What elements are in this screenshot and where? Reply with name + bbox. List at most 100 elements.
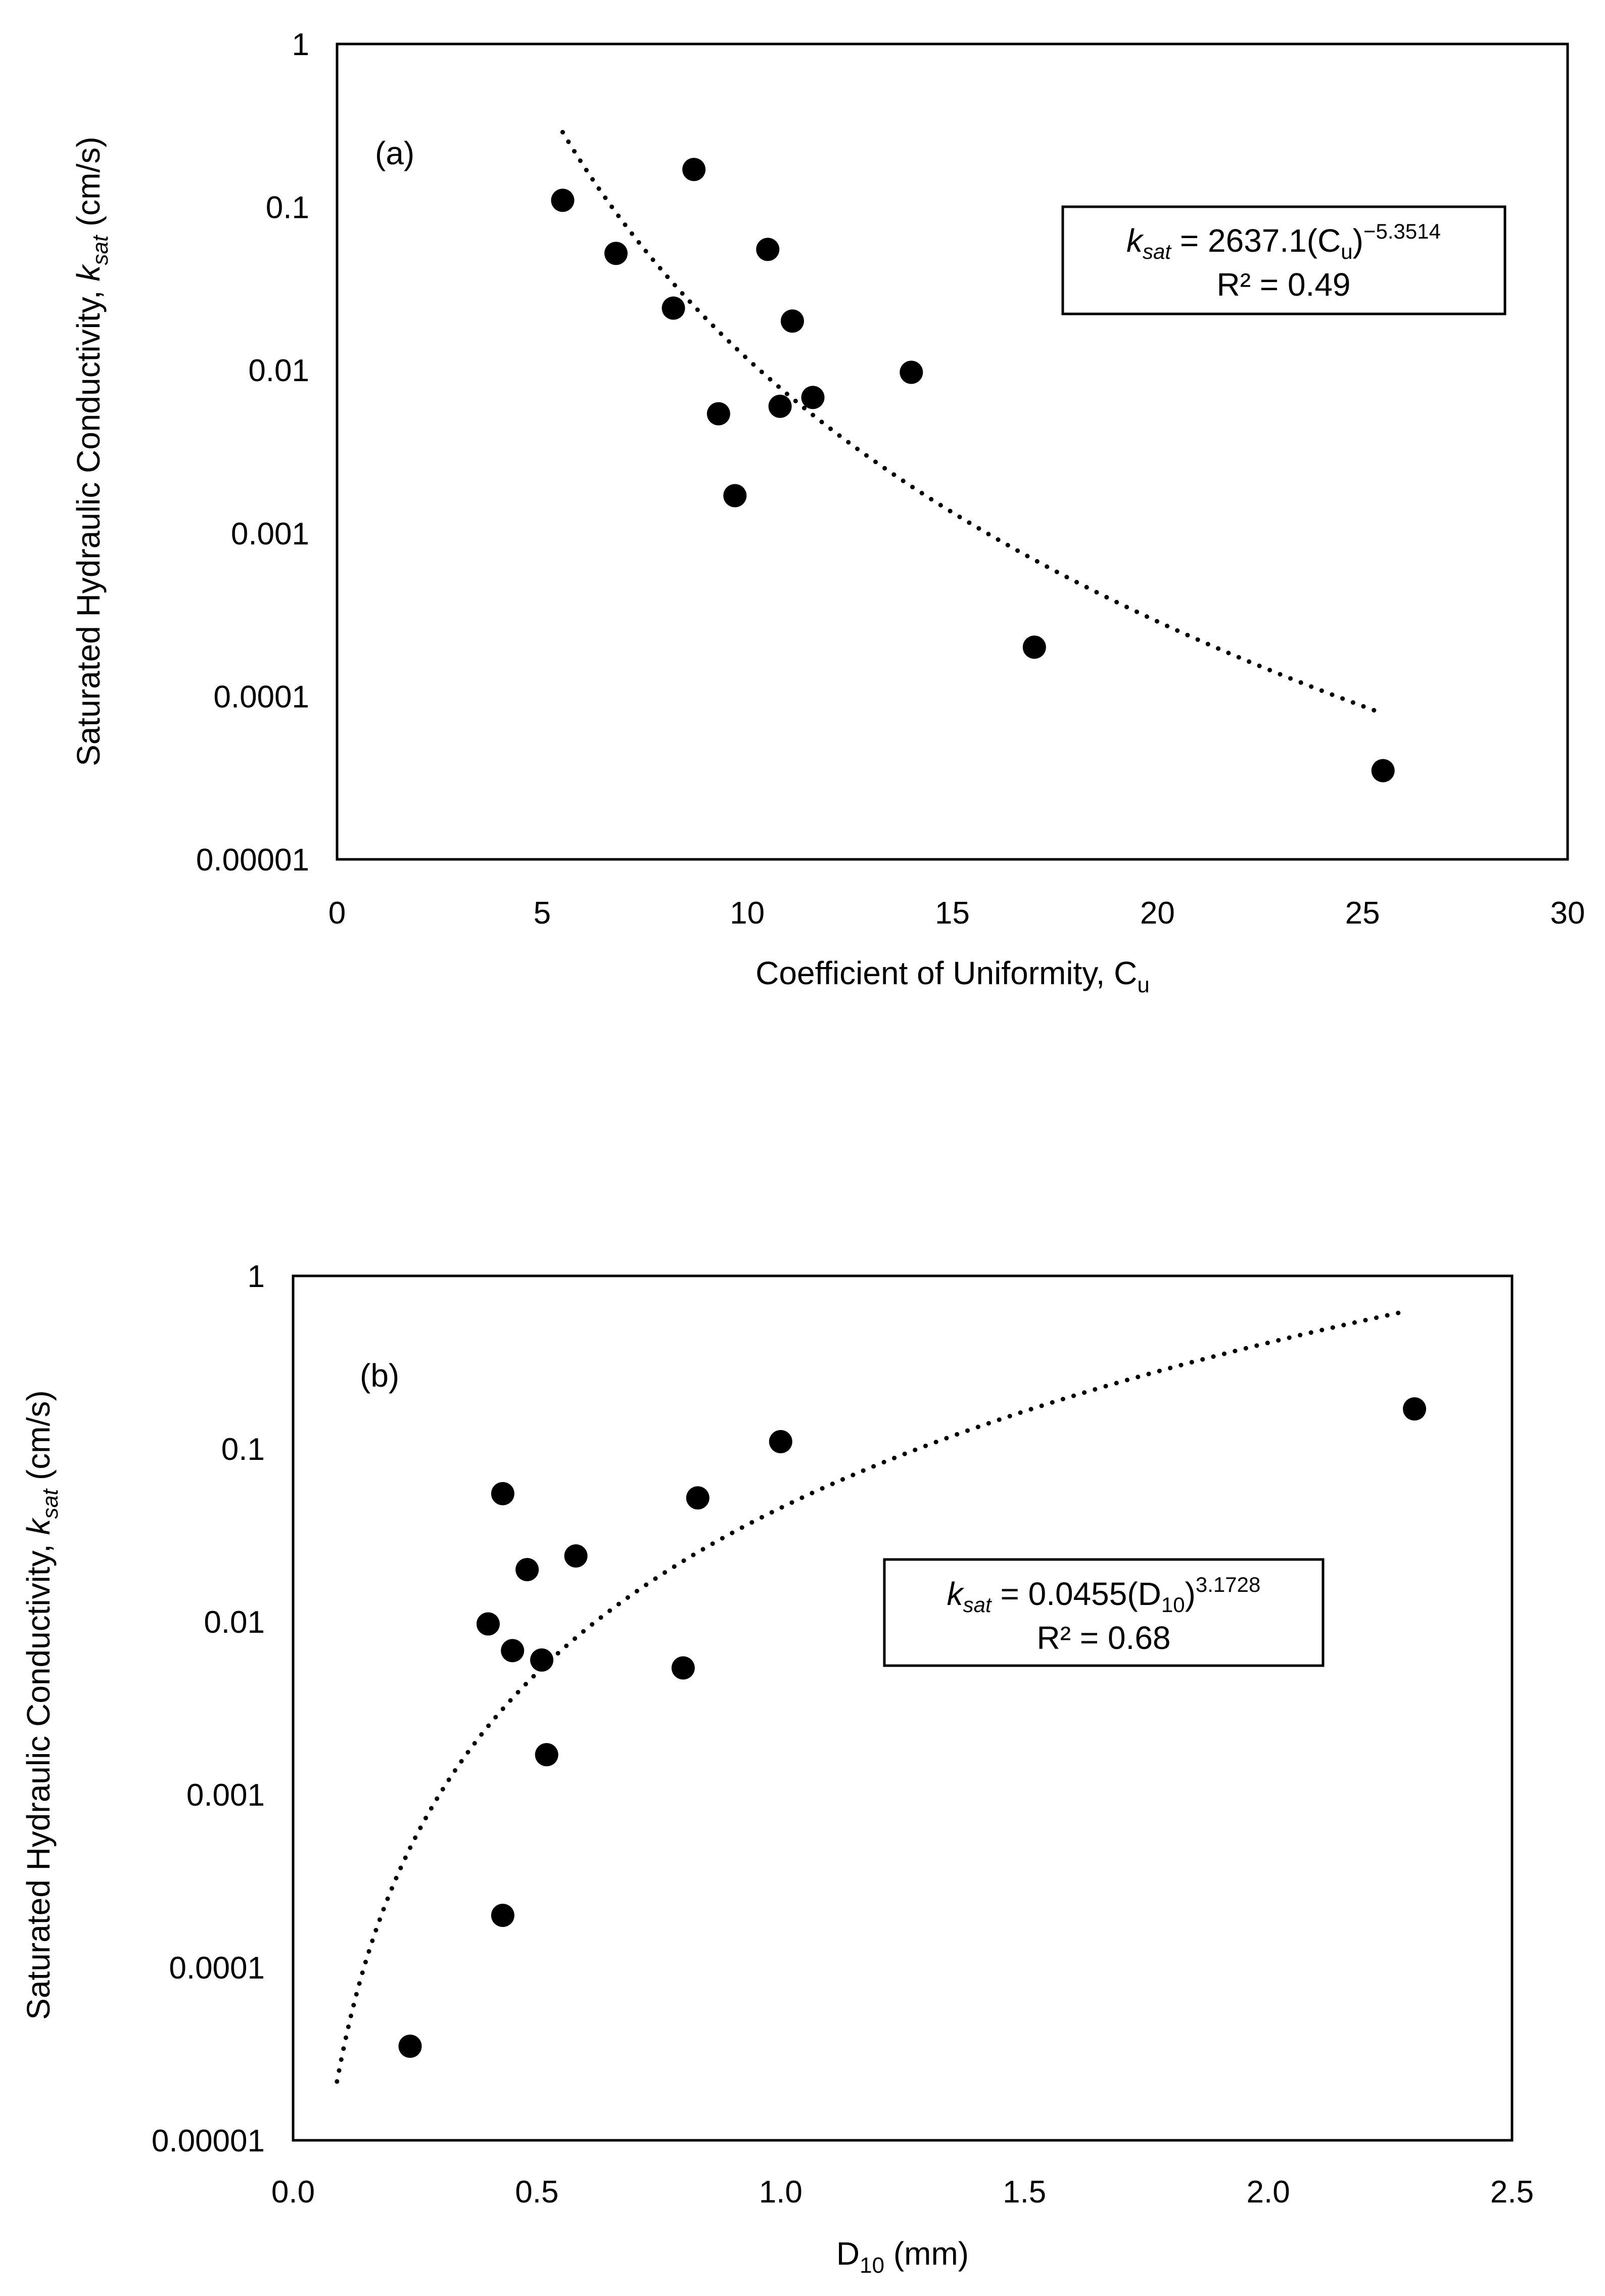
chart-b-eq-rhs-sub: 10 xyxy=(1161,1593,1185,1617)
chart-a-eq-rhs: = 2637.1(C xyxy=(1171,222,1341,259)
chart-b-trendline xyxy=(335,1310,1402,2084)
chart-b-eq-k-sub: sat xyxy=(963,1593,993,1617)
chart-a-data-point xyxy=(662,296,685,320)
chart-a-data-point xyxy=(1371,759,1395,783)
chart-b-data-point xyxy=(564,1544,588,1568)
chart-b-x-tick-label: 2.5 xyxy=(1490,2175,1534,2210)
chart-a-data-point xyxy=(551,189,575,212)
chart-b-data-point xyxy=(671,1656,695,1680)
chart-b-data-point xyxy=(535,1743,558,1767)
chart-b-equation-frame xyxy=(883,1558,1325,1667)
chart-b-data-point xyxy=(398,2034,422,2058)
chart-a-x-axis-title-sub: u xyxy=(1137,973,1149,997)
chart-a-x-tick-label: 30 xyxy=(1550,896,1585,931)
chart-b-data-point xyxy=(1403,1397,1427,1421)
chart-b-equation: ksat = 0.0455(D10)3.1728 xyxy=(947,1573,1261,1617)
chart-b-y-tick-label: 1 xyxy=(248,1259,265,1294)
chart-b-x-tick-label: 0.5 xyxy=(515,2175,558,2210)
chart-b-x-tick-labels: 0.0 0.5 1.0 1.5 2.0 2.5 xyxy=(271,2175,1534,2210)
chart-a-y-axis-title-unit: (cm/s) xyxy=(70,136,107,236)
chart-b-y-tick-label: 0.001 xyxy=(186,1778,265,1813)
chart-a-data-point xyxy=(706,402,730,426)
chart-b-x-axis-title-sub: 10 xyxy=(860,2253,884,2278)
chart-b-x-tick-label: 0.0 xyxy=(271,2175,315,2210)
chart-b-eq-exponent: 3.1728 xyxy=(1196,1573,1260,1596)
chart-a-y-tick-label: 0.1 xyxy=(266,191,309,225)
chart-b-y-tick-label: 0.0001 xyxy=(169,1951,265,1986)
chart-a-data-point xyxy=(801,386,825,409)
chart-b-data-point xyxy=(491,1904,514,1927)
chart-b-x-axis-title-main: D xyxy=(836,2235,860,2272)
chart-b-eq-k: k xyxy=(947,1576,965,1612)
chart-a-equation: ksat = 2637.1(Cu)−5.3514 xyxy=(1126,219,1441,263)
chart-b-data-point xyxy=(530,1648,554,1672)
chart-b-y-tick-label: 0.01 xyxy=(204,1605,265,1640)
chart-b-x-tick-label: 2.0 xyxy=(1246,2175,1290,2210)
chart-b-data-point xyxy=(769,1430,792,1453)
chart-a-x-tick-labels: 0 5 10 15 20 25 30 xyxy=(328,896,1585,931)
chart-b-x-tick-label: 1.0 xyxy=(759,2175,802,2210)
chart-a-data-point xyxy=(1022,635,1046,659)
chart-b-data-point xyxy=(501,1639,525,1663)
chart-b-y-axis-title-k: k xyxy=(20,1517,57,1535)
chart-a-eq-k-sub: sat xyxy=(1143,240,1172,263)
chart-b: 1 0.1 0.01 0.001 0.0001 0.00001 0.0 0.5 1.0 1.5 2… xyxy=(20,1259,1534,2278)
chart-b-y-tick-label: 0.00001 xyxy=(152,2124,265,2159)
chart-b-x-tick-label: 1.5 xyxy=(1003,2175,1046,2210)
chart-a-y-tick-labels: 1 0.1 0.01 0.001 0.0001 0.00001 xyxy=(196,27,309,878)
chart-b-y-axis-title: Saturated Hydraulic Conductivity, ksat (… xyxy=(20,1390,63,2019)
chart-b-data-point xyxy=(476,1612,500,1636)
chart-b-data-point xyxy=(515,1558,539,1582)
chart-b-y-tick-label: 0.1 xyxy=(221,1432,265,1467)
chart-b-equation-box: ksat = 0.0455(D10)3.1728 R² = 0.68 xyxy=(883,1558,1325,1667)
chart-a-x-tick-label: 5 xyxy=(534,896,551,931)
chart-b-panel-label: (b) xyxy=(360,1357,399,1394)
chart-a-plot-frame xyxy=(336,42,1569,861)
chart-a-data-point xyxy=(756,238,780,261)
chart-a-x-tick-label: 10 xyxy=(730,896,765,931)
chart-a-y-tick-label: 0.001 xyxy=(231,517,309,552)
chart-a-x-tick-label: 15 xyxy=(935,896,970,931)
chart-b-y-axis-title-sub: sat xyxy=(38,1488,63,1519)
chart-b-y-axis-title-main: Saturated Hydraulic Conductivity, xyxy=(20,1535,57,2019)
chart-b-y-axis-title-unit: (cm/s) xyxy=(20,1390,57,1489)
chart-a-y-tick-label: 0.01 xyxy=(248,353,309,388)
chart-a-eq-rhs-sub: u xyxy=(1341,240,1352,263)
chart-a-x-tick-label: 0 xyxy=(328,896,346,931)
chart-a-y-tick-label: 0.0001 xyxy=(213,679,309,714)
chart-a-data-point xyxy=(723,484,747,508)
chart-b-data-point xyxy=(686,1486,710,1510)
chart-b-plot-frame xyxy=(292,1274,1514,2142)
chart-a-y-axis-title-sub: sat xyxy=(88,235,113,265)
chart-a-points xyxy=(551,158,1395,783)
chart-a-x-tick-label: 20 xyxy=(1140,896,1175,931)
chart-a-r-squared: R² = 0.49 xyxy=(1216,266,1350,303)
chart-a-equation-box: ksat = 2637.1(Cu)−5.3514 R² = 0.49 xyxy=(1061,205,1506,315)
chart-b-x-axis-title-unit: (mm) xyxy=(884,2235,969,2272)
chart-a-data-point xyxy=(768,394,792,418)
chart-a-eq-close: ) xyxy=(1353,222,1363,259)
chart-a-eq-exponent: −5.3514 xyxy=(1363,219,1441,243)
chart-a-equation-frame xyxy=(1061,205,1506,315)
chart-a-y-axis-title-k: k xyxy=(70,263,107,281)
chart-a-x-tick-label: 25 xyxy=(1345,896,1380,931)
chart-b-x-axis-title: D10 (mm) xyxy=(836,2235,969,2278)
chart-a-y-tick-label: 0.00001 xyxy=(196,843,309,878)
chart-b-y-tick-labels: 1 0.1 0.01 0.001 0.0001 0.00001 xyxy=(152,1259,265,2159)
chart-b-eq-rhs: = 0.0455(D xyxy=(992,1576,1161,1612)
chart-a-y-axis-title-main: Saturated Hydraulic Conductivity, xyxy=(70,281,107,766)
chart-b-eq-close: ) xyxy=(1185,1576,1196,1612)
chart-a-data-point xyxy=(604,242,628,265)
chart-a-x-axis-title: Coefficient of Uniformity, Cu xyxy=(756,955,1150,997)
chart-a-panel-label: (a) xyxy=(375,135,414,171)
chart-a-y-tick-label: 1 xyxy=(292,27,309,62)
chart-a-eq-k: k xyxy=(1126,222,1144,259)
chart-a-data-point xyxy=(780,309,804,333)
chart-b-data-point xyxy=(491,1482,514,1505)
chart-b-r-squared: R² = 0.68 xyxy=(1036,1620,1170,1656)
chart-a-data-point xyxy=(682,158,706,181)
chart-b-points xyxy=(398,1397,1427,2058)
chart-a-data-point xyxy=(900,360,923,384)
